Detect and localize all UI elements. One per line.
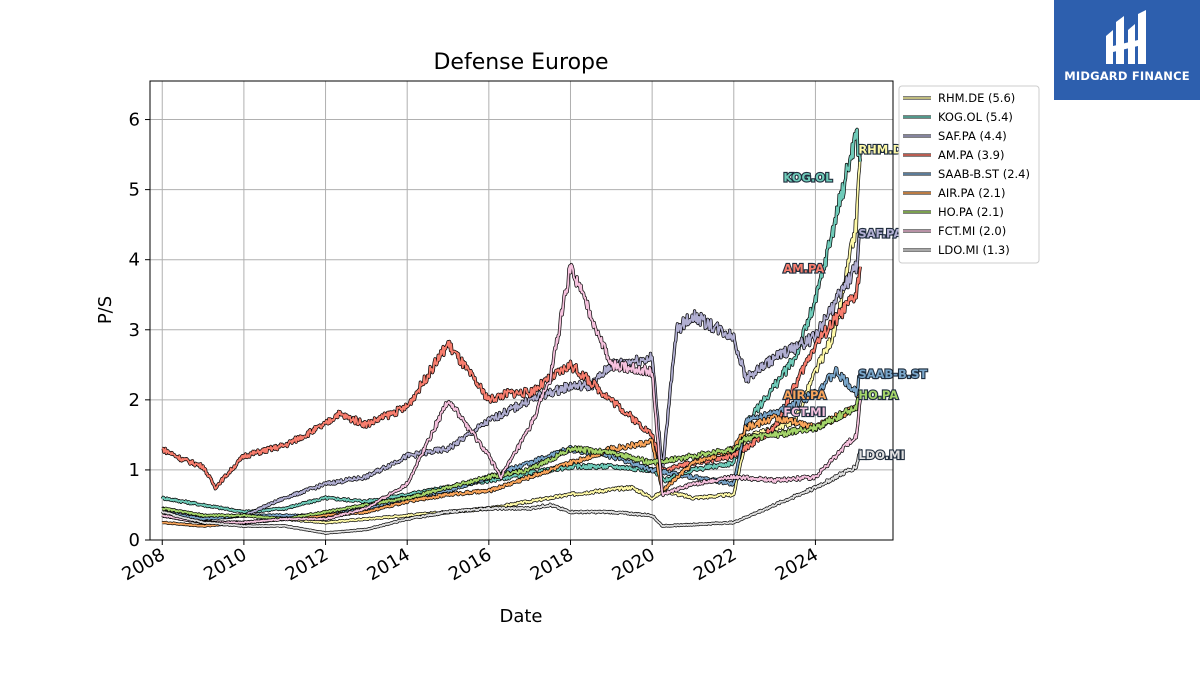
legend-item: KOG.OL (5.4) — [903, 110, 1013, 124]
series-end-label: SAF.PA — [858, 227, 902, 241]
series-line — [161, 448, 862, 534]
legend-item: SAAB-B.ST (2.4) — [903, 167, 1030, 181]
x-tick-label: 2018 — [527, 544, 577, 585]
legend-label: AM.PA (3.9) — [938, 148, 1004, 162]
x-tick-label: 2012 — [282, 544, 332, 585]
x-axis-ticks: 2008 2010 2012 2014 2016 2018 2020 2022 2024 — [119, 540, 822, 585]
series-line — [162, 266, 862, 490]
midgard-logo-icon — [1106, 10, 1146, 64]
x-tick-label: 2014 — [364, 544, 414, 585]
x-tick-label: 2016 — [445, 544, 495, 585]
y-tick-label: 2 — [129, 390, 140, 411]
series-lines — [160, 127, 862, 535]
y-tick-label: 1 — [129, 460, 140, 481]
legend-item: HO.PA (2.1) — [903, 205, 1004, 219]
brand-logo: MIDGARD FINANCE — [1054, 0, 1200, 100]
series-end-label: AIR.PA — [783, 388, 826, 402]
y-tick-label: 3 — [129, 320, 140, 341]
legend-label: LDO.MI (1.3) — [938, 243, 1010, 257]
legend-label: SAAB-B.ST (2.4) — [938, 167, 1030, 181]
x-tick-label: 2010 — [200, 544, 250, 585]
brand-name: MIDGARD FINANCE — [1064, 69, 1190, 83]
series-end-label: KOG.OL — [783, 171, 833, 185]
series-end-label: AM.PA — [783, 262, 824, 276]
y-axis-label: P/S — [95, 296, 116, 324]
plot-frame — [149, 80, 894, 541]
x-tick-label: 2022 — [690, 544, 740, 585]
series-end-label: SAAB-B.ST — [858, 367, 927, 381]
y-tick-label: 0 — [129, 530, 140, 551]
series-line — [161, 263, 862, 524]
legend-item: SAF.PA (4.4) — [903, 129, 1007, 143]
series-end-label: LDO.MI — [858, 448, 905, 462]
series-end-labels: RHM.DE KOG.OL SAF.PA AM.PA SAAB-B.ST AIR.PA HO… — [782, 141, 928, 463]
legend-item: FCT.MI (2.0) — [903, 224, 1006, 238]
legend-box — [898, 85, 1040, 264]
y-axis-ticks: 0 1 2 3 4 5 6 — [129, 110, 150, 551]
y-tick-label: 6 — [129, 110, 140, 131]
legend-label: AIR.PA (2.1) — [938, 186, 1005, 200]
series-fct-mi — [161, 262, 862, 525]
legend-item: RHM.DE (5.6) — [903, 91, 1015, 105]
series-end-label: HO.PA — [858, 388, 898, 402]
series-end-label: RHM.DE — [858, 143, 910, 157]
x-tick-label: 2024 — [772, 544, 822, 585]
series-line — [161, 230, 861, 520]
series-end-label: FCT.MI — [783, 405, 826, 419]
legend-item: AM.PA (3.9) — [903, 148, 1004, 162]
legend-item: LDO.MI (1.3) — [903, 243, 1010, 257]
series-am-pa — [161, 266, 862, 491]
legend-label: FCT.MI (2.0) — [938, 224, 1006, 238]
x-axis-label: Date — [499, 606, 542, 627]
chart-title: Defense Europe — [433, 50, 608, 75]
legend-item: AIR.PA (2.1) — [903, 186, 1005, 200]
series-saf-pa — [161, 230, 862, 521]
legend-label: KOG.OL (5.4) — [938, 110, 1013, 124]
x-tick-label: 2008 — [119, 544, 169, 585]
legend: RHM.DE (5.6) KOG.OL (5.4) SAF.PA (4.4) AM.P… — [898, 85, 1040, 264]
y-tick-label: 4 — [129, 250, 140, 271]
y-tick-label: 5 — [129, 180, 140, 201]
x-tick-label: 2020 — [608, 544, 658, 585]
series-ldo-mi — [160, 448, 862, 535]
legend-label: HO.PA (2.1) — [938, 205, 1004, 219]
legend-label: RHM.DE (5.6) — [938, 91, 1015, 105]
legend-label: SAF.PA (4.4) — [938, 129, 1007, 143]
